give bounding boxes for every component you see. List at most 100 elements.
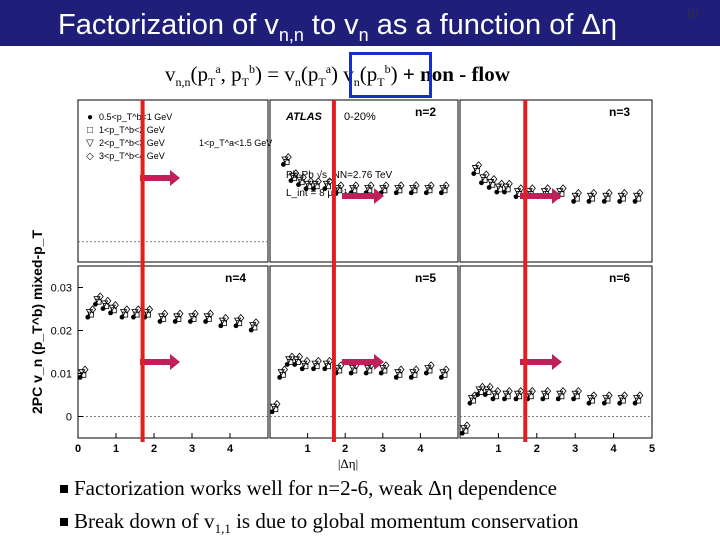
legend-marker: ●: [87, 112, 93, 123]
y-tick-label: 0.03: [51, 283, 72, 295]
data-point: [237, 313, 245, 323]
red-vertical-line: [140, 100, 145, 442]
data-point: [288, 178, 294, 183]
x-tick-label: 3: [189, 443, 195, 455]
data-point: [427, 361, 435, 370]
bullet-marker: [60, 518, 68, 526]
highlight-box: [349, 52, 432, 98]
arrow-head: [552, 354, 562, 370]
data-point: [292, 362, 298, 367]
data-point: [486, 382, 494, 391]
data-point: [311, 186, 316, 192]
data-point: [96, 292, 104, 301]
data-point: [438, 374, 444, 380]
data-point: [490, 396, 496, 402]
data-point: [188, 319, 193, 324]
data-point: [528, 387, 536, 396]
panel-label: n=3: [609, 105, 630, 119]
x-tick-label: 4: [417, 443, 424, 455]
x-tick-label: 2: [342, 443, 348, 455]
x-tick-label: 5: [649, 443, 655, 455]
data-point: [423, 370, 429, 376]
data-point: [299, 366, 305, 372]
data-point: [191, 309, 199, 318]
data-point: [367, 181, 375, 190]
x-tick-label: 1: [495, 443, 501, 455]
data-point: [176, 309, 184, 318]
arrow-shaft: [140, 359, 170, 365]
title-bar: Factorization of vn,n to vn as a functio…: [0, 0, 720, 46]
data-point: [408, 190, 414, 196]
data-point: [322, 366, 328, 372]
legend-marker: □: [87, 125, 93, 136]
data-point: [218, 323, 224, 329]
data-point: [528, 184, 536, 193]
data-point: [284, 152, 292, 162]
data-point: [517, 387, 525, 396]
data-point: [307, 177, 315, 186]
x-tick-label: 2: [534, 443, 540, 455]
data-point: [540, 396, 546, 402]
legend-entry: 0.5<p_T^b<1 GeV: [99, 112, 172, 122]
data-point: [502, 189, 507, 195]
data-point: [463, 421, 471, 430]
data-point: [590, 391, 598, 400]
data-point: [288, 352, 296, 361]
data-point: [559, 184, 567, 193]
panel-label: n=4: [225, 271, 246, 285]
data-point: [206, 309, 214, 318]
data-point: [104, 296, 112, 305]
data-point: [119, 314, 125, 320]
data-point: [586, 198, 592, 204]
data-point: [505, 179, 513, 188]
factorization-formula: vn,n(pTa, pTb) = vn(pTa) vn(pTb) + non -…: [165, 62, 510, 90]
data-point: [605, 391, 613, 400]
data-point: [555, 396, 561, 402]
data-point: [363, 370, 369, 376]
experiment-label: ATLAS: [285, 111, 323, 123]
data-point: [620, 391, 629, 400]
y-tick-label: 0.02: [51, 326, 72, 338]
data-point: [479, 180, 484, 186]
data-point: [478, 382, 486, 391]
data-point: [467, 400, 473, 406]
data-point: [146, 305, 154, 314]
data-point: [620, 188, 629, 198]
y-axis-label: 2PC v_n (p_T^b) mixed-p_T: [29, 230, 45, 414]
data-point: [111, 301, 119, 310]
arrow-head: [170, 170, 180, 186]
data-point: [438, 190, 444, 196]
data-point: [296, 182, 301, 188]
centrality-label: 0-20%: [344, 111, 376, 123]
data-point: [590, 188, 598, 198]
data-point: [571, 198, 576, 204]
data-point: [571, 396, 576, 402]
data-point: [412, 181, 420, 190]
data-point: [393, 374, 399, 380]
data-point: [574, 188, 582, 198]
panel-label: n=5: [415, 271, 436, 285]
y-tick-label: 0.01: [51, 369, 72, 381]
data-point: [494, 189, 500, 195]
panel-frame: [459, 99, 653, 263]
data-point: [77, 374, 83, 380]
data-point: [559, 387, 567, 396]
panel-frame: [269, 265, 459, 439]
data-point: [277, 374, 283, 380]
data-point: [352, 181, 360, 190]
data-point: [108, 310, 113, 316]
y-tick-label: 0: [66, 412, 72, 424]
data-point: [632, 198, 638, 204]
data-point: [475, 161, 483, 170]
legend-entry: 1<p_T^a<1.5 GeV: [199, 138, 272, 148]
x-tick-label: 2: [151, 443, 157, 455]
data-point: [85, 314, 91, 320]
data-point: [89, 305, 97, 314]
data-point: [337, 181, 345, 190]
data-point: [100, 306, 106, 311]
data-point: [314, 177, 322, 186]
arrow-shaft: [520, 359, 552, 365]
data-point: [502, 396, 507, 402]
data-point: [423, 190, 429, 196]
data-point: [632, 400, 638, 406]
